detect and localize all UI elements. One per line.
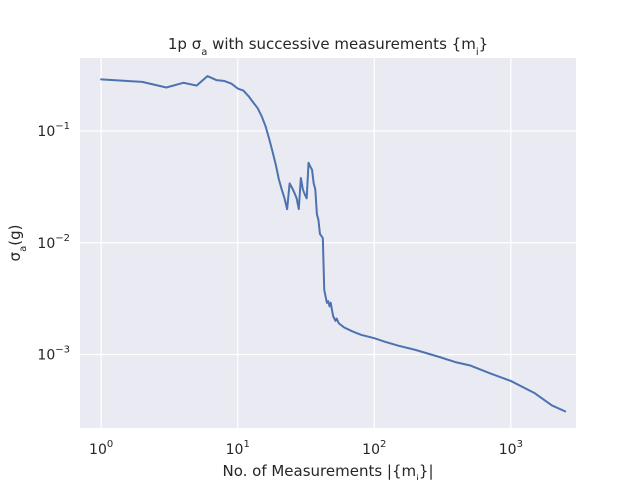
y-axis-ticks: 10−1 10−2 10−3 (37, 121, 70, 364)
series-line (100, 75, 567, 413)
x-axis-title-sub: i (416, 474, 419, 480)
y-axis-title-text: σ (6, 251, 24, 261)
x-axis-title: No. of Measurements |{mi}| (222, 462, 433, 480)
chart-title-text: 1p σ (168, 35, 202, 53)
y-axis-title: σa(g) (6, 225, 29, 262)
x-tick-label: 102 (362, 439, 386, 458)
x-tick-label: 100 (89, 439, 113, 458)
y-tick-label: 10−3 (37, 345, 70, 364)
y-tick-label: 10−1 (37, 121, 70, 140)
y-axis-title-end: (g) (6, 225, 24, 246)
x-axis-ticks: 100 101 102 103 (89, 439, 523, 458)
y-axis-title-sub: a (18, 246, 29, 252)
x-tick-label: 101 (226, 439, 250, 458)
chart-title: 1p σa with successive measurements {mi} (168, 35, 488, 58)
grid (80, 58, 576, 428)
chart-title-end: } (479, 35, 489, 53)
x-tick-label: 103 (499, 439, 523, 458)
chart-title-sub: a (201, 47, 207, 58)
series-layer (100, 75, 567, 413)
x-axis-title-text: No. of Measurements |{m (222, 462, 416, 480)
y-tick-label: 10−2 (37, 233, 70, 252)
chart-title-rest: with successive measurements {m (207, 35, 475, 53)
chart-title-sub2: i (476, 47, 479, 58)
x-axis-title-end: }| (419, 462, 434, 480)
